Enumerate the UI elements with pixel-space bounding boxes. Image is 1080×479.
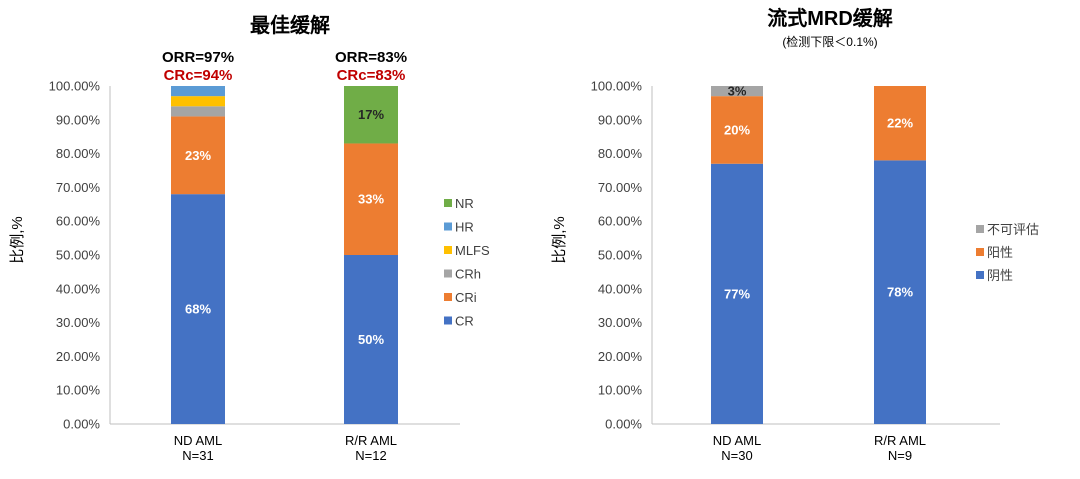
data-label: 3%: [728, 84, 747, 99]
y-tick-label: 100.00%: [49, 79, 101, 94]
data-label: 23%: [185, 148, 211, 163]
x-category-label: R/R AML: [874, 433, 926, 448]
y-tick-label: 90.00%: [56, 112, 101, 127]
legend-label: CRi: [455, 290, 477, 305]
legend-swatch: [444, 222, 452, 231]
y-tick-label: 90.00%: [598, 112, 643, 127]
y-tick-label: 50.00%: [598, 248, 643, 263]
y-tick-label: 20.00%: [598, 349, 643, 364]
legend-label: 阳性: [987, 245, 1013, 260]
legend-label: NR: [455, 196, 474, 211]
y-tick-label: 60.00%: [598, 214, 643, 229]
legend-label: HR: [455, 220, 474, 235]
best-response-chart: 最佳缓解 比例,% 0.00% 10.00% 20.00% 30.00% 40.00% 5…: [9, 13, 490, 463]
data-label: 17%: [358, 107, 384, 122]
x-category-label: R/R AML: [345, 433, 397, 448]
legend-label: CR: [455, 314, 474, 329]
legend-label: MLFS: [455, 243, 490, 258]
data-label: 77%: [724, 286, 750, 301]
y-tick-label: 20.00%: [56, 349, 101, 364]
legend-label: 不可评估: [987, 222, 1039, 237]
x-category-n: N=31: [182, 448, 213, 463]
y-tick-label: 10.00%: [598, 383, 643, 398]
bar-segment-CR: [171, 194, 225, 424]
data-label: 68%: [185, 302, 211, 317]
legend-swatch: [444, 269, 452, 278]
bar-segment-CR: [344, 255, 398, 424]
bar-segment-阳性: [874, 86, 926, 161]
data-label: 22%: [887, 116, 913, 131]
data-label: 33%: [358, 192, 384, 207]
y-tick-label: 30.00%: [56, 315, 101, 330]
bar-segment-CRi: [171, 116, 225, 195]
crc-annotation: CRc=94%: [164, 67, 233, 84]
legend-label: CRh: [455, 267, 481, 282]
y-tick-label: 80.00%: [598, 146, 643, 161]
bar-segment-MLFS: [171, 96, 225, 107]
bar-segment-阴性: [711, 163, 763, 425]
y-tick-label: 80.00%: [56, 146, 101, 161]
y-axis-label: 比例,%: [551, 216, 568, 264]
x-category-n: N=30: [721, 448, 752, 463]
bar-segment-阴性: [874, 160, 926, 425]
chart-title: 最佳缓解: [250, 13, 330, 37]
y-tick-label: 0.00%: [63, 417, 100, 432]
y-tick-label: 100.00%: [591, 79, 643, 94]
bar-segment-NR: [344, 86, 398, 144]
y-tick-label: 70.00%: [56, 180, 101, 195]
legend-swatch: [976, 248, 984, 256]
legend-swatch: [976, 271, 984, 279]
legend-label: 阴性: [987, 268, 1013, 283]
y-tick-label: 60.00%: [56, 214, 101, 229]
y-tick-label: 30.00%: [598, 315, 643, 330]
chart-subtitle: (检测下限＜0.1%): [782, 34, 877, 49]
y-tick-label: 40.00%: [56, 281, 101, 296]
y-tick-label: 50.00%: [56, 248, 101, 263]
legend-swatch: [976, 225, 984, 233]
legend-swatch: [444, 199, 452, 207]
data-label: 78%: [887, 285, 913, 300]
bar-segment-阳性: [711, 96, 763, 164]
mrd-response-chart: 流式MRD缓解 (检测下限＜0.1%) 比例,% 0.00% 10.00% 20.0…: [551, 6, 1039, 463]
y-tick-label: 40.00%: [598, 281, 643, 296]
bar-segment-不可评估: [711, 86, 763, 97]
y-axis-label: 比例,%: [9, 216, 26, 264]
y-tick-label: 10.00%: [56, 383, 101, 398]
legend-swatch: [444, 316, 452, 325]
legend-swatch: [444, 246, 452, 254]
bar-segment-HR: [171, 86, 225, 97]
y-tick-label: 0.00%: [605, 417, 642, 432]
data-label: 20%: [724, 122, 750, 137]
bar-segment-CRi: [344, 143, 398, 255]
orr-annotation: ORR=83%: [335, 49, 407, 66]
x-category-n: N=12: [355, 448, 386, 463]
x-category-label: ND AML: [174, 433, 222, 448]
y-tick-label: 70.00%: [598, 180, 643, 195]
legend-swatch: [444, 293, 452, 301]
orr-annotation: ORR=97%: [162, 49, 234, 66]
x-category-label: ND AML: [713, 433, 761, 448]
data-label: 50%: [358, 332, 384, 347]
chart-title: 流式MRD缓解: [767, 6, 893, 30]
x-category-n: N=9: [888, 448, 912, 463]
crc-annotation: CRc=83%: [337, 67, 406, 84]
bar-segment-CRh: [171, 106, 225, 117]
